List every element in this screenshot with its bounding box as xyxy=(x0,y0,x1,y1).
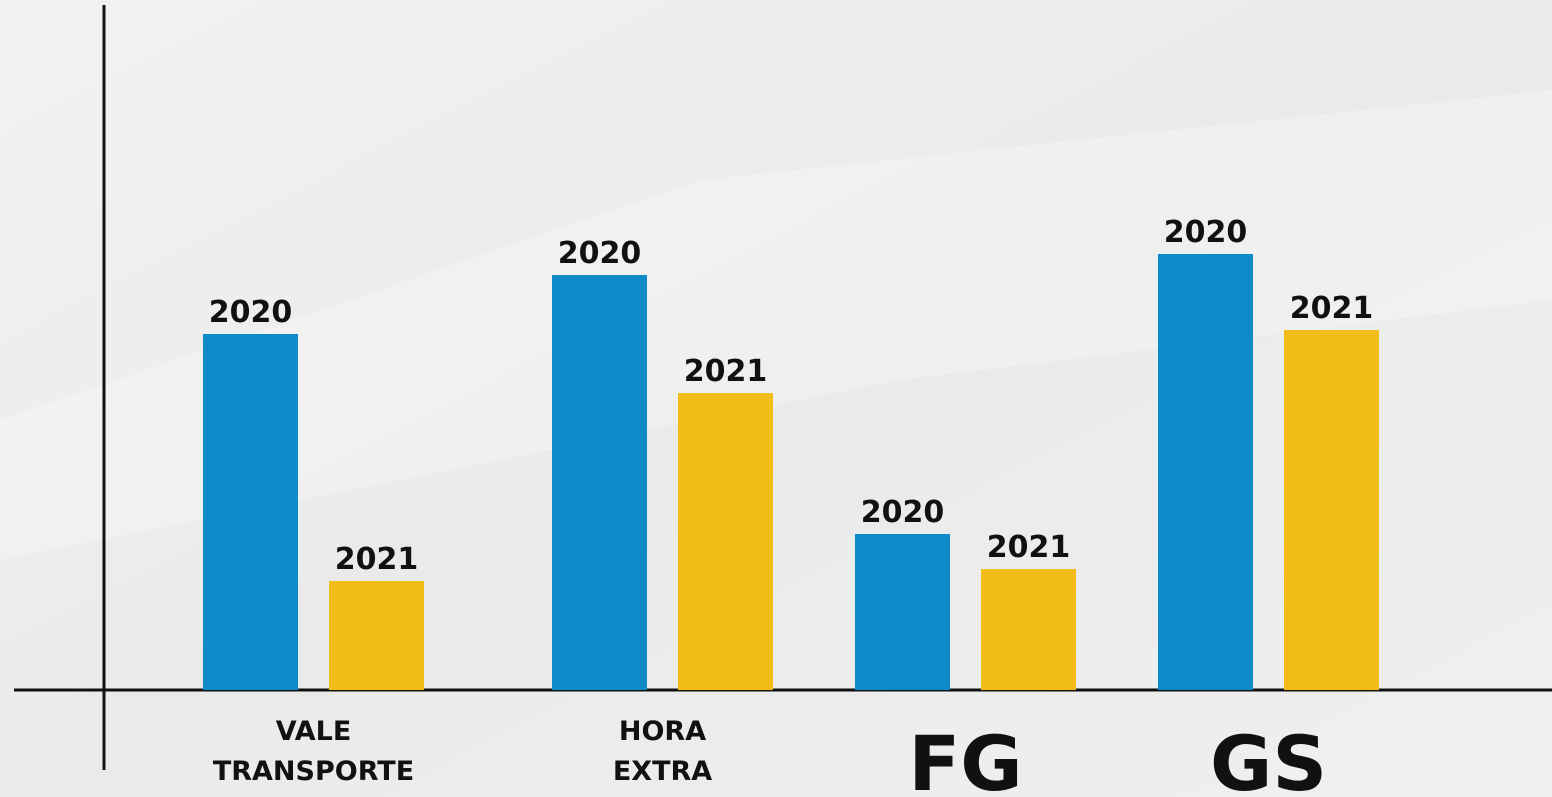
bar xyxy=(203,334,298,690)
bar xyxy=(329,581,424,690)
x-tick-label: HORA EXTRA xyxy=(613,716,712,787)
bar-label: 2020 xyxy=(861,495,945,530)
bar-label: 2020 xyxy=(1164,215,1248,250)
x-tick-label: VALE TRANSPORTE xyxy=(213,716,414,787)
bar-label: 2021 xyxy=(1290,291,1374,326)
bar-label: 2021 xyxy=(684,354,768,389)
background-shape xyxy=(0,90,1552,560)
bar xyxy=(981,569,1076,690)
bar-label: 2021 xyxy=(987,530,1071,565)
bar xyxy=(552,275,647,690)
bar-label: 2020 xyxy=(558,236,642,271)
bar-label: 2020 xyxy=(209,295,293,330)
bar-label: 2021 xyxy=(335,542,419,577)
bar xyxy=(1284,330,1379,690)
x-tick-label: FG xyxy=(908,719,1022,797)
bar xyxy=(678,393,773,690)
x-tick-label: GS xyxy=(1210,719,1327,797)
bar xyxy=(855,534,950,690)
bar xyxy=(1158,254,1253,690)
